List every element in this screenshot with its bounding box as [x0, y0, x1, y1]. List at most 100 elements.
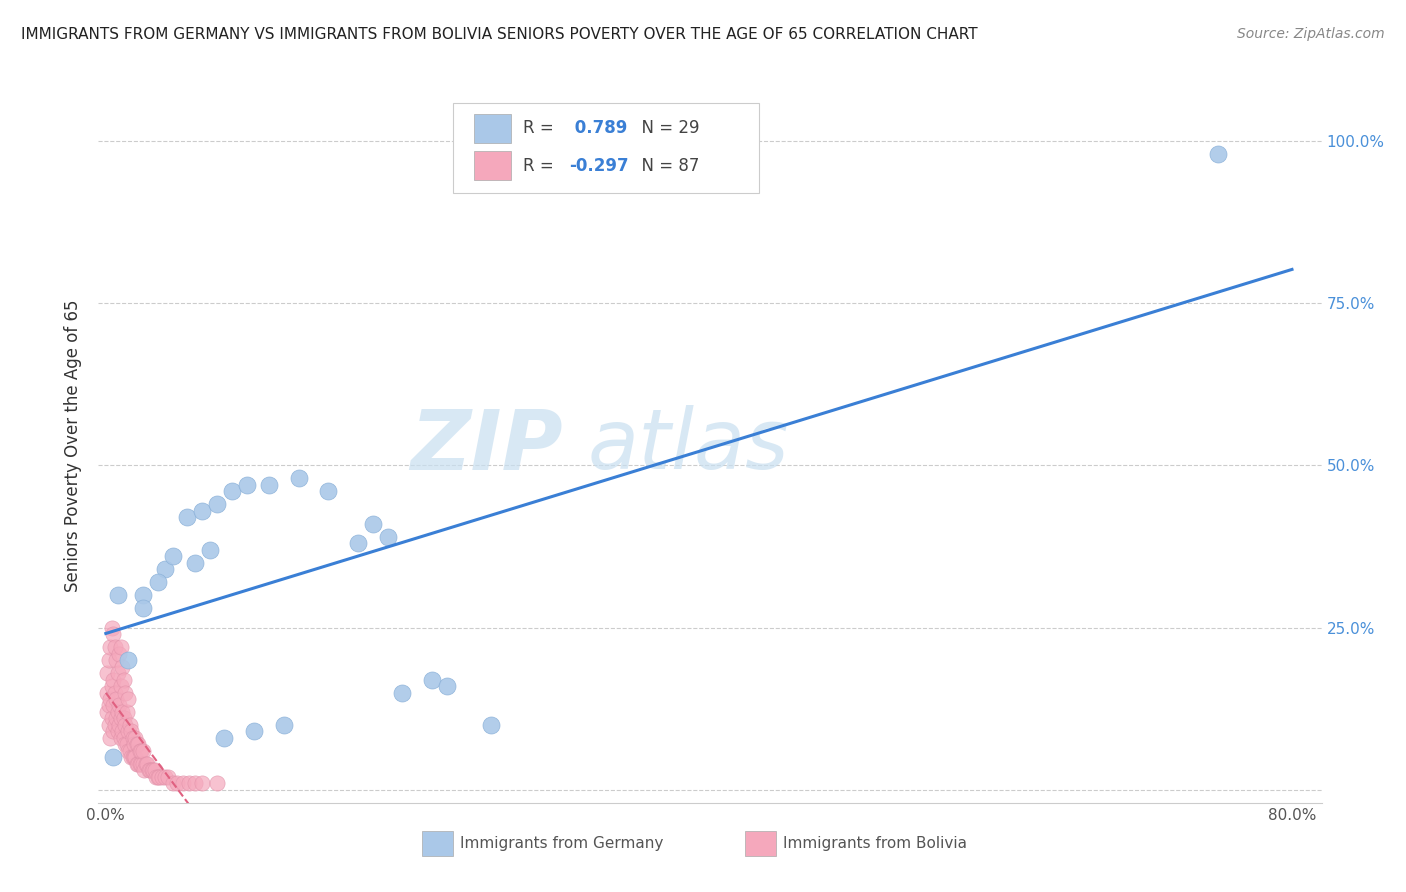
Point [115, 738, 138, 752]
Point [120, 750, 142, 764]
Point [142, 764, 165, 778]
Point [114, 718, 136, 732]
Point [107, 666, 129, 681]
Point [103, 627, 125, 641]
Point [121, 750, 143, 764]
Point [141, 764, 163, 778]
Point [103, 673, 125, 687]
Point [104, 718, 127, 732]
Point [107, 705, 129, 719]
Point [100, 621, 122, 635]
Point [132, 588, 155, 602]
Text: atlas: atlas [588, 406, 789, 486]
Text: 0.789: 0.789 [569, 120, 627, 137]
Point [107, 724, 129, 739]
Point [122, 750, 145, 764]
Point [122, 738, 145, 752]
Text: Immigrants from Bolivia: Immigrants from Bolivia [783, 837, 967, 851]
Point [191, 504, 214, 518]
Point [98, 692, 121, 706]
FancyBboxPatch shape [453, 103, 759, 193]
Point [100, 711, 122, 725]
Point [110, 679, 132, 693]
Point [146, 770, 169, 784]
Point [120, 724, 142, 739]
Point [131, 744, 153, 758]
Point [96, 705, 118, 719]
Point [172, 776, 194, 790]
Point [391, 685, 413, 699]
Point [125, 738, 148, 752]
Point [143, 764, 166, 778]
Text: N = 29: N = 29 [630, 120, 699, 137]
Point [176, 510, 198, 524]
Point [121, 731, 143, 745]
Point [112, 711, 135, 725]
Point [145, 770, 167, 784]
Point [96, 685, 118, 699]
Point [420, 673, 443, 687]
Point [257, 478, 280, 492]
Text: R =: R = [523, 120, 558, 137]
Point [205, 776, 228, 790]
Text: R =: R = [523, 157, 558, 175]
Text: ZIP: ZIP [411, 406, 564, 486]
Point [105, 653, 128, 667]
Point [166, 776, 188, 790]
Point [205, 497, 228, 511]
Point [98, 640, 121, 654]
Point [479, 718, 502, 732]
Point [131, 756, 153, 771]
Point [103, 698, 125, 713]
Point [146, 575, 169, 590]
Point [1206, 147, 1229, 161]
Point [198, 542, 221, 557]
Text: Immigrants from Germany: Immigrants from Germany [460, 837, 664, 851]
Point [100, 679, 122, 693]
Point [316, 484, 339, 499]
Text: N = 87: N = 87 [630, 157, 699, 175]
Point [103, 750, 125, 764]
Point [150, 770, 173, 784]
Point [114, 685, 136, 699]
Point [118, 744, 141, 758]
Point [191, 776, 214, 790]
Point [221, 484, 243, 499]
Point [110, 711, 132, 725]
Point [153, 562, 176, 576]
Point [111, 705, 134, 719]
Point [118, 718, 141, 732]
Point [124, 731, 146, 745]
Point [117, 692, 139, 706]
FancyBboxPatch shape [474, 114, 510, 143]
Point [436, 679, 458, 693]
Point [111, 724, 134, 739]
Point [135, 756, 157, 771]
Point [153, 770, 176, 784]
Point [139, 764, 162, 778]
Text: Source: ZipAtlas.com: Source: ZipAtlas.com [1237, 27, 1385, 41]
Point [104, 640, 127, 654]
Point [134, 764, 156, 778]
Point [108, 718, 131, 732]
Point [110, 640, 132, 654]
Point [115, 705, 138, 719]
Point [138, 764, 160, 778]
Text: -0.297: -0.297 [569, 157, 628, 175]
Point [148, 770, 170, 784]
Point [97, 698, 120, 713]
Point [124, 750, 146, 764]
Point [108, 647, 131, 661]
Point [162, 549, 184, 564]
Point [97, 718, 120, 732]
Text: IMMIGRANTS FROM GERMANY VS IMMIGRANTS FROM BOLIVIA SENIORS POVERTY OVER THE AGE : IMMIGRANTS FROM GERMANY VS IMMIGRANTS FR… [21, 27, 977, 42]
Point [136, 756, 159, 771]
Point [127, 738, 149, 752]
Point [184, 776, 207, 790]
Point [129, 744, 152, 758]
Point [184, 556, 207, 570]
FancyBboxPatch shape [474, 152, 510, 180]
Point [243, 724, 266, 739]
Point [96, 666, 118, 681]
Point [117, 744, 139, 758]
